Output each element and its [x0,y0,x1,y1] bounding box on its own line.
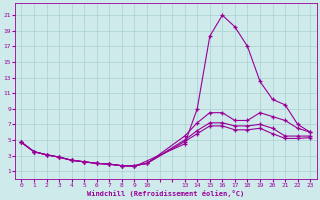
X-axis label: Windchill (Refroidissement éolien,°C): Windchill (Refroidissement éolien,°C) [87,190,244,197]
